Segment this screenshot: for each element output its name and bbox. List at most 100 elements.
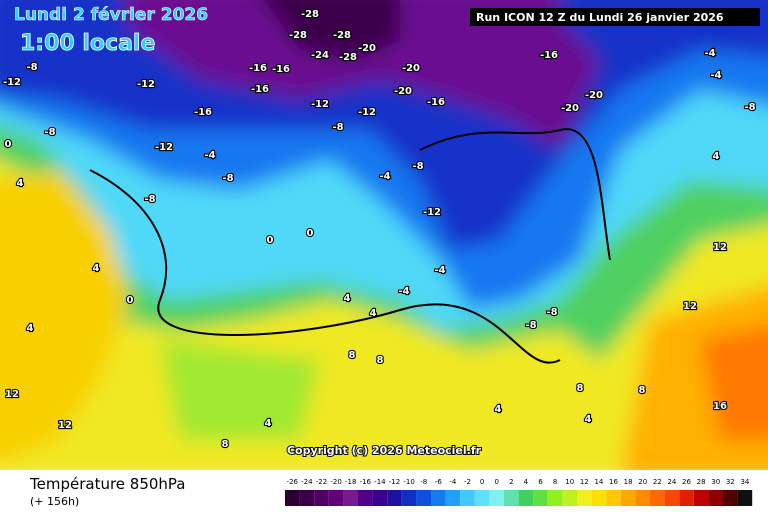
- run-box: [470, 8, 760, 26]
- temp-label: -4: [710, 70, 721, 81]
- scale-label: -14: [374, 478, 386, 486]
- temp-label: -8: [44, 127, 55, 138]
- scale-label: -4: [449, 478, 457, 486]
- temp-label: 4: [585, 414, 592, 425]
- temp-label: -12: [311, 99, 329, 110]
- scale-swatch: [460, 490, 475, 506]
- scale-label: -24: [301, 478, 313, 486]
- temp-label: -4: [398, 286, 409, 297]
- temp-label: -28: [333, 30, 351, 41]
- temp-label: -16: [249, 63, 267, 74]
- scale-swatch: [372, 490, 388, 506]
- scale-swatch: [723, 490, 738, 506]
- scale-swatch: [664, 490, 680, 506]
- scale-swatch: [314, 490, 329, 506]
- temp-label: -12: [155, 142, 173, 153]
- temp-label: 12: [58, 420, 72, 431]
- temp-label: 8: [349, 350, 356, 361]
- scale-label: -12: [389, 478, 400, 486]
- scale-swatch: [343, 490, 358, 506]
- scale-swatch: [328, 490, 344, 506]
- map-labels: -28-28 -28-28-24-20-20-20-16-16-20-20-16-…: [2, 8, 757, 451]
- temp-label: -28: [339, 52, 357, 63]
- temp-label: -16: [272, 64, 290, 75]
- time: 1:00 locale: [20, 31, 155, 56]
- temp-label: -8: [412, 161, 423, 172]
- temp-label: 8: [222, 439, 229, 450]
- scale-swatch: [635, 490, 650, 506]
- scale-label: 0: [480, 478, 484, 486]
- temp-label: -28: [289, 30, 307, 41]
- scale-swatch: [620, 490, 636, 506]
- temp-label: 0: [307, 228, 314, 239]
- temp-label: -12: [3, 77, 21, 88]
- temp-label: 12: [683, 301, 697, 312]
- temp-label: -28: [301, 9, 319, 20]
- scale-label: 4: [524, 478, 529, 486]
- temp-label: -20: [394, 86, 412, 97]
- isotherm: [89, 169, 561, 364]
- temp-label: -4: [704, 48, 715, 59]
- run-info: Run ICON 12 Z du Lundi 26 janvier 2026: [476, 11, 724, 24]
- temp-label: 0: [267, 235, 274, 246]
- temp-label: 8: [577, 383, 584, 394]
- temp-label: -4: [379, 171, 390, 182]
- scale-label: 30: [711, 478, 720, 486]
- temp-label: 12: [713, 242, 727, 253]
- copyright: Copyright (c) 2026 Meteociel.fr: [287, 444, 482, 457]
- temp-label: 0: [127, 295, 134, 306]
- temp-label: -4: [204, 150, 215, 161]
- temp-label: -12: [423, 207, 441, 218]
- temp-label: -12: [137, 79, 155, 90]
- scale-swatch: [401, 490, 417, 506]
- map-background: [0, 0, 768, 480]
- temp-label: 4: [93, 263, 100, 274]
- scale-label: 16: [609, 478, 618, 486]
- scale-swatch: [285, 490, 300, 506]
- temp-label: 4: [370, 308, 377, 319]
- scale-label: 2: [509, 478, 513, 486]
- scale-label: 32: [726, 478, 735, 486]
- scale-swatch: [518, 490, 534, 506]
- scale-label: 10: [565, 478, 574, 486]
- temp-label: -20: [585, 90, 603, 101]
- temp-label: -8: [332, 122, 343, 133]
- temp-label: 4: [495, 404, 502, 415]
- temp-label: -8: [525, 320, 536, 331]
- temp-label: -8: [546, 307, 557, 318]
- temp-label: 4: [344, 293, 351, 304]
- date: Lundi 2 février 2026: [14, 5, 208, 25]
- scale-swatch: [533, 490, 548, 506]
- scale-label: 22: [653, 478, 662, 486]
- scale-swatch: [562, 490, 577, 506]
- footer-title: Température 850hPa: [29, 475, 186, 493]
- temp-label: -16: [427, 97, 445, 108]
- temp-label: -16: [540, 50, 558, 61]
- scale-label: -20: [330, 478, 341, 486]
- scale-swatch: [474, 490, 490, 506]
- scale-swatch: [708, 490, 723, 506]
- color-scale: -26 -24 -22 -20 -18 -16 -14 -12 -10 -8 -6 -4 -2 0 0 2 4 6…: [285, 478, 753, 506]
- temp-label: -20: [561, 103, 579, 114]
- scale-swatch: [693, 490, 709, 506]
- scale-swatch: [504, 490, 519, 506]
- temp-label: -16: [194, 107, 212, 118]
- temp-label: -16: [251, 84, 269, 95]
- scale-label: -26: [287, 478, 299, 486]
- temp-label: 8: [377, 355, 384, 366]
- scale-swatch: [591, 490, 607, 506]
- scale-swatch: [358, 490, 373, 506]
- scale-swatch: [489, 490, 504, 506]
- scale-swatch: [650, 490, 665, 506]
- scale-swatch: [606, 490, 621, 506]
- scale-label: 18: [624, 478, 633, 486]
- scale-label: -6: [435, 478, 443, 486]
- scale-label: 24: [667, 478, 676, 486]
- isotherm: [419, 128, 611, 261]
- scale-label: 26: [682, 478, 691, 486]
- scale-swatch: [737, 490, 753, 506]
- scale-label: -16: [360, 478, 372, 486]
- scale-label: -18: [345, 478, 356, 486]
